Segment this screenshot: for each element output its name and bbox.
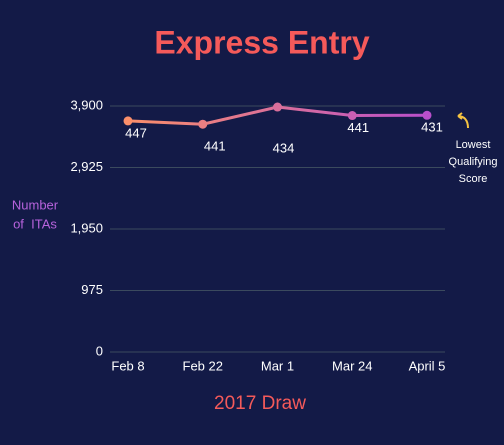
x-tick-label: April 5 <box>409 358 446 373</box>
chart-title: Express Entry <box>154 24 369 60</box>
y-axis-label: of ITAs <box>13 216 57 231</box>
y-tick-label: 0 <box>96 343 103 358</box>
annotation: Lowest <box>456 139 491 151</box>
y-tick-label: 2,925 <box>70 159 103 174</box>
x-axis-label: 2017 Draw <box>214 393 306 414</box>
x-tick-label: Mar 24 <box>332 358 372 373</box>
data-label: 441 <box>347 120 369 135</box>
x-tick-label: Feb 22 <box>183 358 223 373</box>
annotation: Score <box>459 173 488 185</box>
data-label: 447 <box>125 125 147 140</box>
point <box>422 110 432 120</box>
point <box>123 116 133 126</box>
annotation-arrow <box>457 112 469 129</box>
point <box>273 102 282 112</box>
data-label: 431 <box>421 120 443 135</box>
x-tick-label: Mar 1 <box>261 358 294 373</box>
point <box>198 119 208 129</box>
y-tick-label: 3,900 <box>70 97 103 112</box>
point <box>347 111 357 121</box>
data-label: 441 <box>204 139 226 154</box>
x-tick-label: Feb 8 <box>111 358 144 373</box>
y-tick-label: 1,950 <box>70 220 103 235</box>
y-tick-label: 975 <box>81 282 103 297</box>
data-label: 434 <box>273 140 295 155</box>
annotation: Qualifying <box>449 156 498 168</box>
y-axis-label: Number <box>12 197 59 212</box>
